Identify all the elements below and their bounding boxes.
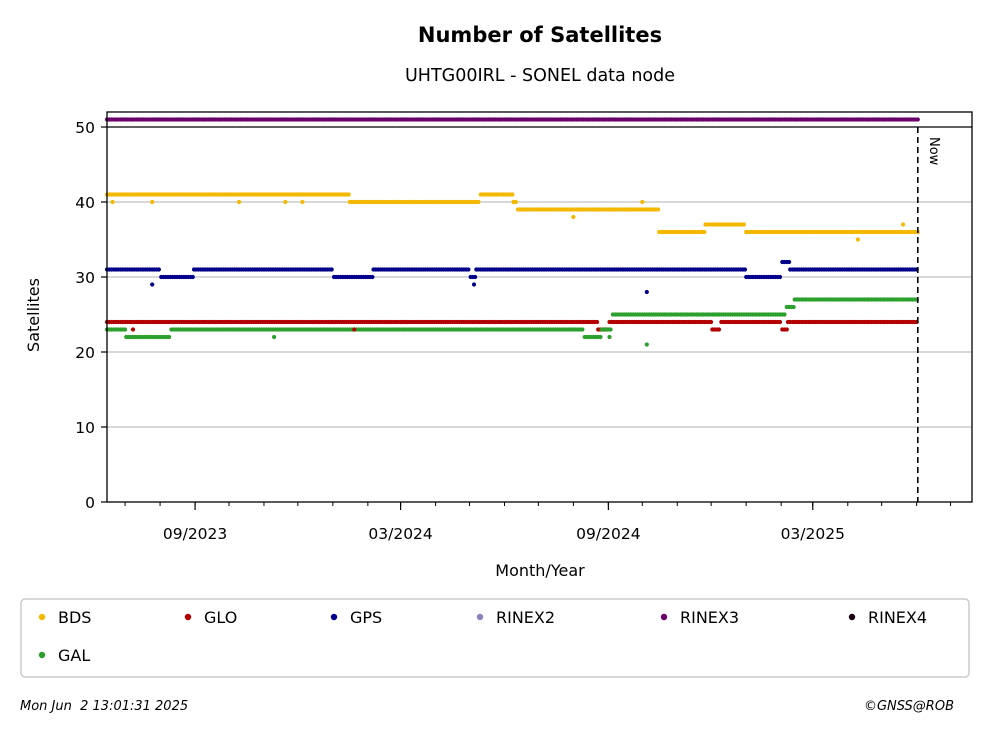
- data-point: [370, 274, 375, 280]
- legend-label-rinex4: RINEX4: [868, 608, 927, 627]
- footer-credit: ©GNSS@ROB: [864, 699, 954, 714]
- outlier-point: [901, 222, 906, 227]
- data-point: [702, 229, 707, 235]
- outlier-point: [130, 327, 136, 332]
- data-point: [784, 327, 789, 332]
- legend-marker-bds: [38, 613, 46, 621]
- outlier-point: [272, 334, 277, 340]
- x-axis-label: Month/Year: [495, 561, 585, 580]
- outlier-point: [150, 282, 155, 287]
- y-tick-label: 50: [75, 119, 95, 137]
- data-point: [580, 327, 585, 332]
- data-point: [608, 327, 613, 332]
- legend-marker-rinex4: [848, 613, 856, 621]
- data-point: [190, 274, 195, 280]
- legend-marker-glo: [184, 613, 192, 621]
- outlier-point: [644, 342, 649, 347]
- y-tick-label: 0: [85, 494, 95, 512]
- outlier-point: [571, 214, 576, 220]
- series-glo: [104, 319, 919, 332]
- data-point: [791, 304, 796, 310]
- data-point: [513, 199, 518, 205]
- series-gal: [104, 297, 919, 340]
- data-point: [742, 267, 748, 272]
- outlier-point: [640, 199, 645, 205]
- series-bds: [104, 192, 920, 235]
- chart-title: Number of Satellites: [418, 23, 662, 47]
- legend-label-gal: GAL: [58, 646, 90, 665]
- data-point: [716, 327, 722, 332]
- outlier-point: [855, 237, 861, 242]
- x-tick-label: 03/2024: [368, 525, 432, 543]
- legend-marker-rinex3: [660, 613, 668, 621]
- series-rinex3: [104, 117, 920, 122]
- legend-label-glo: GLO: [204, 608, 237, 627]
- data-point: [595, 319, 600, 325]
- legend: BDS GLO GPS RINEX2 RINEX3 RINEX4 GAL: [20, 598, 970, 678]
- legend-marker-gal: [38, 651, 46, 659]
- outlier-point: [283, 199, 288, 205]
- y-axis-label: Satellites: [24, 278, 43, 352]
- data-point: [915, 117, 920, 122]
- y-tick-label: 30: [75, 269, 95, 287]
- outlier-point: [150, 199, 155, 205]
- data-point: [777, 274, 783, 280]
- data-point: [709, 319, 714, 325]
- data-point: [777, 319, 783, 325]
- legend-label-gps: GPS: [350, 608, 382, 627]
- data-point: [598, 334, 603, 340]
- data-point: [510, 192, 515, 197]
- outlier-point: [644, 289, 649, 295]
- outlier-point: [352, 327, 357, 332]
- outlier-point: [237, 199, 242, 205]
- data-point: [782, 312, 787, 317]
- legend-label-rinex2: RINEX2: [496, 608, 555, 627]
- legend-label-bds: BDS: [58, 608, 91, 627]
- chart-subtitle: UHTG00IRL - SONEL data node: [405, 66, 675, 86]
- x-tick-label: 09/2023: [163, 525, 227, 543]
- outlier-point: [300, 199, 305, 205]
- outlier-points: [110, 199, 906, 347]
- y-tick-label: 20: [75, 344, 95, 362]
- data-point: [329, 267, 334, 272]
- now-label: Now: [926, 137, 941, 166]
- legend-box: [20, 598, 970, 678]
- grid-lines: [107, 201, 972, 428]
- data-point: [787, 259, 792, 265]
- data-point: [346, 192, 351, 197]
- plot-frame: [106, 111, 973, 503]
- y-tick-label: 10: [75, 419, 95, 437]
- legend-label-rinex3: RINEX3: [680, 608, 739, 627]
- legend-marker-rinex2: [476, 613, 484, 621]
- axes: 0 10 20 30 40 50 09/2023 03/2024 09/2024 03/2025: [75, 119, 952, 543]
- x-tick-label: 09/2024: [576, 525, 640, 543]
- data-point: [476, 199, 481, 205]
- data-point: [741, 222, 747, 227]
- data-point: [473, 274, 478, 280]
- data-point: [466, 267, 471, 272]
- data-point: [656, 207, 661, 212]
- series-gps: [104, 259, 919, 280]
- x-tick-label: 03/2025: [781, 525, 845, 543]
- data-point: [123, 327, 128, 332]
- data-point: [167, 334, 172, 340]
- data-point: [156, 267, 161, 272]
- data-points: [104, 117, 920, 347]
- y-tick-label: 40: [75, 194, 95, 212]
- outlier-point: [607, 334, 612, 340]
- outlier-point: [471, 282, 477, 287]
- outlier-point: [110, 199, 115, 205]
- legend-marker-gps: [330, 613, 338, 621]
- footer-timestamp: Mon Jun 2 13:01:31 2025: [20, 699, 188, 714]
